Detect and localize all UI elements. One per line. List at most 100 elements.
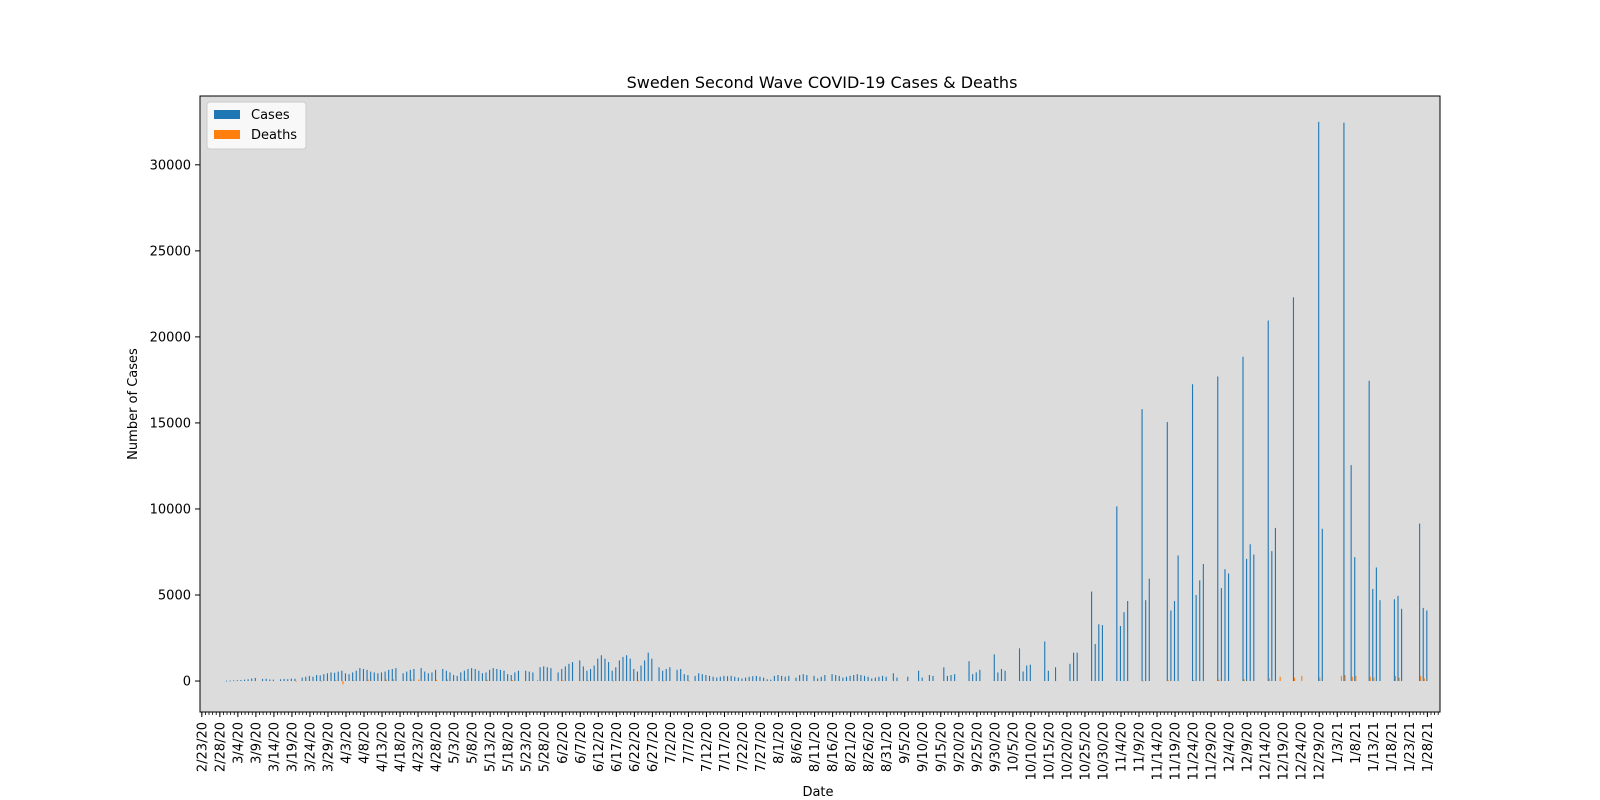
cases-series: [225, 121, 1428, 682]
cases-bar: [600, 655, 602, 682]
cases-bar: [1401, 608, 1403, 682]
deaths-bar: [1398, 677, 1400, 682]
deaths-bar: [446, 679, 449, 682]
legend-swatch-cases: [214, 110, 240, 119]
x-tick-label: 7/22/20: [736, 722, 751, 772]
deaths-bar: [1279, 676, 1281, 682]
cases-bar: [1318, 121, 1320, 682]
cases-bar: [1026, 665, 1028, 682]
cases-bar: [723, 675, 725, 682]
x-tick-label: 11/14/20: [1151, 722, 1166, 780]
cases-bar: [1148, 578, 1150, 682]
cases-bar: [528, 671, 530, 682]
deaths-bar: [1193, 680, 1195, 682]
cases-bar: [571, 662, 574, 682]
deaths-bar: [1142, 680, 1144, 682]
cases-bar: [590, 668, 592, 682]
x-tick-label: 12/14/20: [1259, 722, 1274, 780]
x-tick-label: 4/18/20: [394, 722, 409, 772]
cases-bar: [881, 675, 884, 682]
cases-bar: [1271, 551, 1273, 682]
cases-bar: [1004, 670, 1006, 682]
deaths-bar: [663, 680, 665, 682]
x-tick-label: 8/21/20: [844, 722, 859, 772]
y-tick-label: 20000: [150, 330, 191, 345]
cases-bar: [918, 670, 920, 682]
y-tick-label: 0: [183, 675, 191, 690]
cases-bar: [413, 668, 415, 682]
cases-bar: [380, 672, 383, 682]
cases-bar: [370, 671, 372, 682]
x-tick-label: 9/15/20: [934, 722, 949, 772]
x-tick-label: 2/28/20: [213, 722, 228, 772]
cases-bar: [355, 670, 357, 682]
cases-bar: [305, 676, 307, 682]
deaths-bar: [1243, 679, 1245, 682]
cases-bar: [680, 668, 682, 682]
cases-bar: [618, 660, 620, 682]
cases-bar: [766, 679, 768, 682]
cases-bar: [1000, 668, 1003, 682]
cases-bar: [878, 676, 880, 682]
plot-frame: [199, 95, 1441, 713]
cases-bar: [683, 674, 685, 682]
cases-bar: [1368, 380, 1370, 682]
cases-bar: [294, 678, 296, 682]
x-tick-label: 11/24/20: [1187, 722, 1202, 780]
deaths-bar: [1301, 675, 1303, 682]
cases-bar: [719, 676, 721, 682]
x-tick-label: 1/3/21: [1331, 722, 1346, 764]
cases-bar: [236, 680, 238, 682]
cases-bar: [1191, 384, 1194, 682]
cases-bar: [550, 668, 552, 682]
cases-bar: [420, 668, 422, 682]
cases-bar: [564, 666, 566, 682]
x-tick-label: 9/10/20: [916, 722, 931, 772]
cases-bar: [860, 675, 862, 682]
cases-bar: [517, 670, 520, 682]
cases-bar: [777, 675, 779, 682]
cases-bar: [907, 676, 909, 682]
x-tick-label: 1/8/21: [1349, 722, 1364, 764]
cases-bar: [604, 658, 606, 682]
cases-bar: [532, 672, 534, 682]
cases-bar: [1177, 555, 1179, 682]
deaths-bar: [1355, 675, 1357, 682]
cases-bar: [424, 671, 426, 682]
cases-bar: [344, 673, 346, 682]
cases-bar: [629, 658, 631, 682]
cases-bar: [388, 669, 390, 682]
cases-bar: [366, 669, 368, 682]
cases-bar: [669, 667, 671, 682]
x-tick-label: 7/12/20: [700, 722, 715, 772]
cases-bar: [377, 673, 379, 682]
cases-bar: [946, 675, 948, 682]
x-tick-label: 7/17/20: [718, 722, 733, 772]
x-tick-label: 1/13/21: [1367, 722, 1382, 772]
cases-bar: [979, 669, 981, 682]
cases-bar: [853, 675, 855, 682]
deaths-bar: [1344, 675, 1346, 682]
deaths-bar: [295, 680, 297, 682]
cases-bar: [698, 673, 700, 682]
cases-bar: [647, 652, 649, 682]
x-tick-label: 3/4/20: [231, 722, 246, 764]
deaths-bar: [1394, 675, 1397, 682]
cases-bar: [1044, 641, 1046, 682]
cases-bar: [1098, 624, 1100, 682]
x-tick-label: 8/16/20: [826, 722, 841, 772]
cases-bar: [330, 672, 332, 682]
cases-bar: [838, 675, 840, 682]
cases-bar: [788, 675, 790, 682]
cases-bar: [687, 675, 689, 682]
cases-bar: [460, 672, 462, 682]
cases-bar: [708, 675, 711, 682]
cases-bar: [1202, 564, 1204, 682]
cases-bar: [586, 670, 588, 682]
cases-bar: [359, 668, 361, 682]
x-tick-label: 5/3/20: [448, 722, 463, 764]
cases-bar: [1228, 573, 1230, 682]
x-tick-label: 10/25/20: [1078, 722, 1093, 780]
cases-bar: [287, 679, 289, 682]
x-tick-label: 4/13/20: [376, 722, 391, 772]
